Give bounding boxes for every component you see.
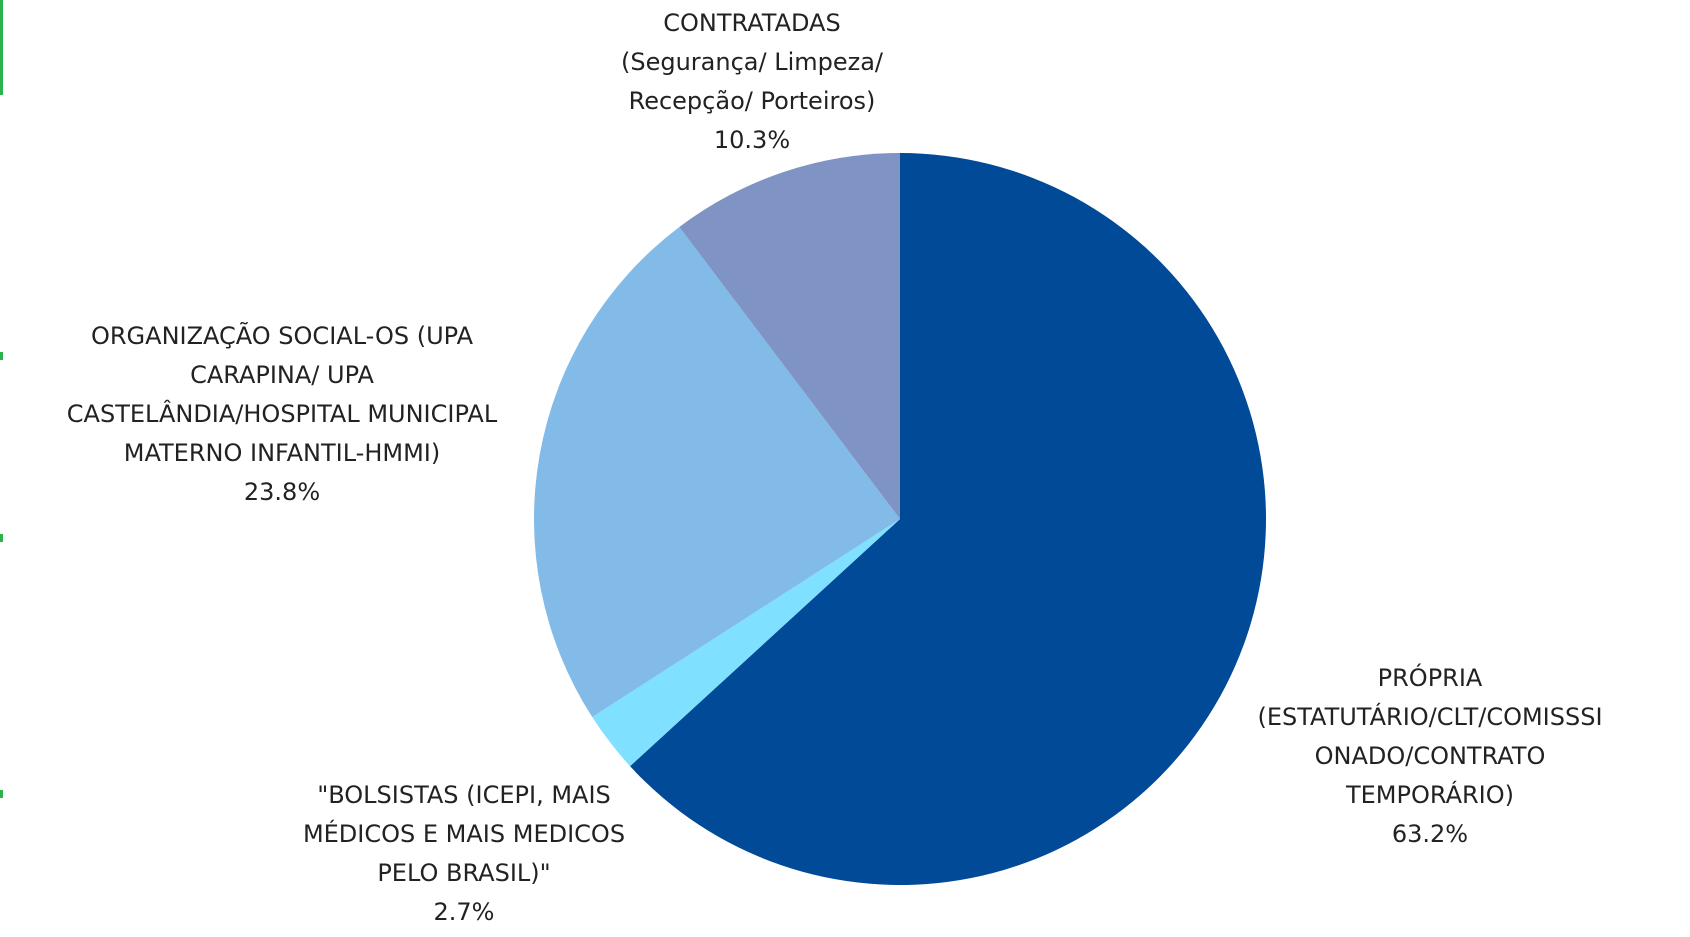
edge-mark	[0, 534, 3, 542]
category-label: "BOLSISTAS (ICEPI, MAIS MÉDICOS E MAIS M…	[302, 781, 626, 887]
value-label: 2.7%	[433, 898, 495, 926]
value-label: 10.3%	[713, 126, 791, 154]
value-label: 63.2%	[1391, 820, 1469, 848]
slice-label: ORGANIZAÇÃO SOCIAL-OS (UPA CARAPINA/ UPA…	[67, 317, 497, 512]
edge-mark	[0, 352, 3, 360]
slice-label: PRÓPRIA (ESTATUTÁRIO/CLT/COMISSSI ONADO/…	[1257, 659, 1602, 854]
category-label: PRÓPRIA (ESTATUTÁRIO/CLT/COMISSSI ONADO/…	[1257, 664, 1603, 809]
pie-slice	[534, 227, 900, 718]
pie-slice	[630, 153, 1266, 885]
slice-label: "BOLSISTAS (ICEPI, MAIS MÉDICOS E MAIS M…	[303, 776, 625, 932]
edge-mark	[0, 0, 3, 95]
slice-label: CONTRATADAS (Segurança/ Limpeza/ Recepçã…	[621, 4, 883, 160]
value-label: 23.8%	[243, 478, 321, 506]
category-label: ORGANIZAÇÃO SOCIAL-OS (UPA CARAPINA/ UPA…	[66, 322, 498, 467]
pie-slice	[592, 519, 900, 767]
pie-slice	[679, 153, 900, 519]
category-label: CONTRATADAS (Segurança/ Limpeza/ Recepçã…	[620, 9, 884, 115]
edge-mark	[0, 790, 3, 798]
